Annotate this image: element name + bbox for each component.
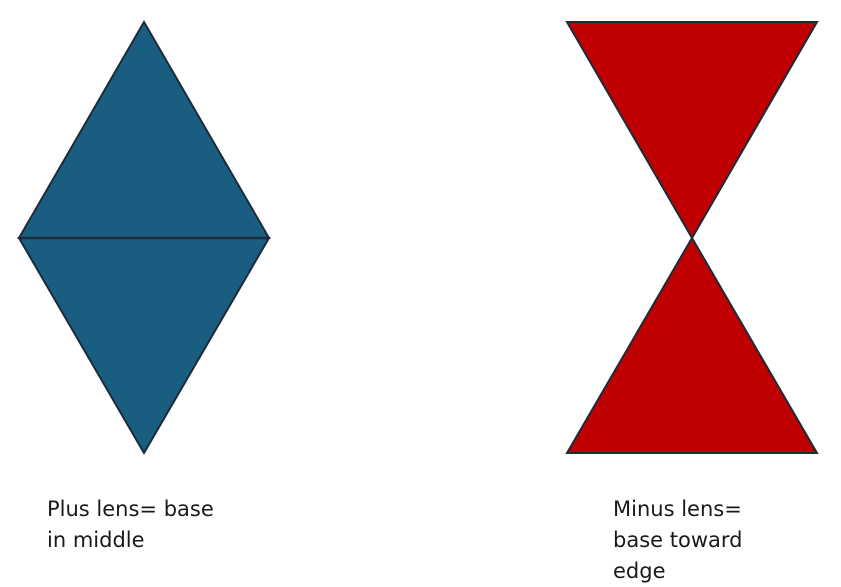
- minus-lens-lower-prism: [565, 236, 819, 454]
- minus-lens-caption: Minus lens= base toward edge: [613, 494, 742, 587]
- plus-lens-upper-prism: [17, 20, 271, 239]
- plus-lens-caption-line-2: in middle: [47, 528, 145, 552]
- plus-lens-lower-prism: [17, 237, 271, 455]
- minus-lens-caption-line-2: base toward: [613, 528, 743, 552]
- plus-lens-caption: Plus lens= base in middle: [47, 494, 214, 556]
- minus-lens-upper-prism: [565, 21, 819, 240]
- minus-lens-shape: [565, 21, 819, 454]
- minus-lens-caption-line-1: Minus lens=: [613, 497, 742, 521]
- minus-lens-caption-line-3: edge: [613, 559, 666, 583]
- plus-lens-shape: [17, 20, 271, 455]
- plus-lens-caption-line-1: Plus lens= base: [47, 497, 214, 521]
